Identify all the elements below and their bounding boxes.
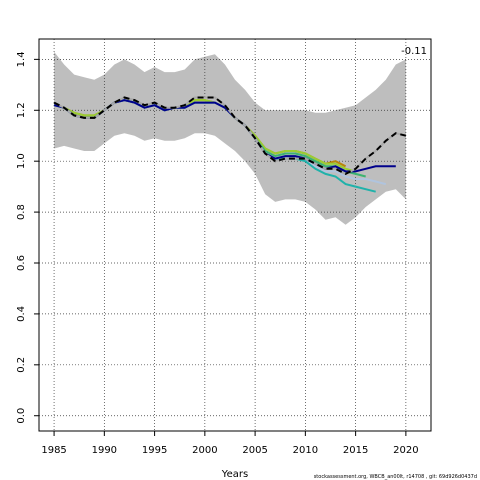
y-tick-label-5: 1.0: [16, 153, 27, 169]
x-axis-title: Years: [221, 469, 248, 480]
y-tick-label-1: 0.2: [16, 357, 27, 373]
x-tick-label-7: 2020: [393, 445, 418, 456]
x-tick-label-0: 1985: [41, 445, 66, 456]
x-tick-label-1: 1990: [92, 445, 117, 456]
series-line-0: [53, 96, 407, 176]
x-tick-label-4: 2005: [242, 445, 267, 456]
x-tick-label-5: 2010: [293, 445, 318, 456]
plot-frame: [38, 38, 432, 432]
annotation-label: -0.11: [401, 46, 427, 57]
x-tick-label-6: 2015: [343, 445, 368, 456]
y-tick-label-3: 0.6: [16, 255, 27, 271]
y-axis: 0.0 0.2 0.4 0.6 0.8 1.0 1.2 1.4: [16, 51, 39, 424]
y-tick-label-2: 0.4: [16, 306, 27, 322]
credit-text: stockassessment.org, WBCB_an00lt, r14708…: [314, 474, 477, 480]
x-axis: 1985 1990 1995 2000 2005 2010 2015 2020: [41, 431, 419, 456]
y-tick-label-0: 0.0: [16, 408, 27, 424]
series-layer: [53, 96, 407, 193]
y-tick-label-4: 0.8: [16, 204, 27, 220]
x-tick-label-3: 2000: [192, 445, 217, 456]
x-tick-label-2: 1995: [142, 445, 167, 456]
y-tick-label-7: 1.4: [16, 51, 27, 67]
grid-layer: [39, 39, 431, 431]
confidence-band-layer: [54, 51, 406, 225]
y-tick-label-6: 1.2: [16, 102, 27, 118]
confidence-band: [54, 51, 406, 225]
